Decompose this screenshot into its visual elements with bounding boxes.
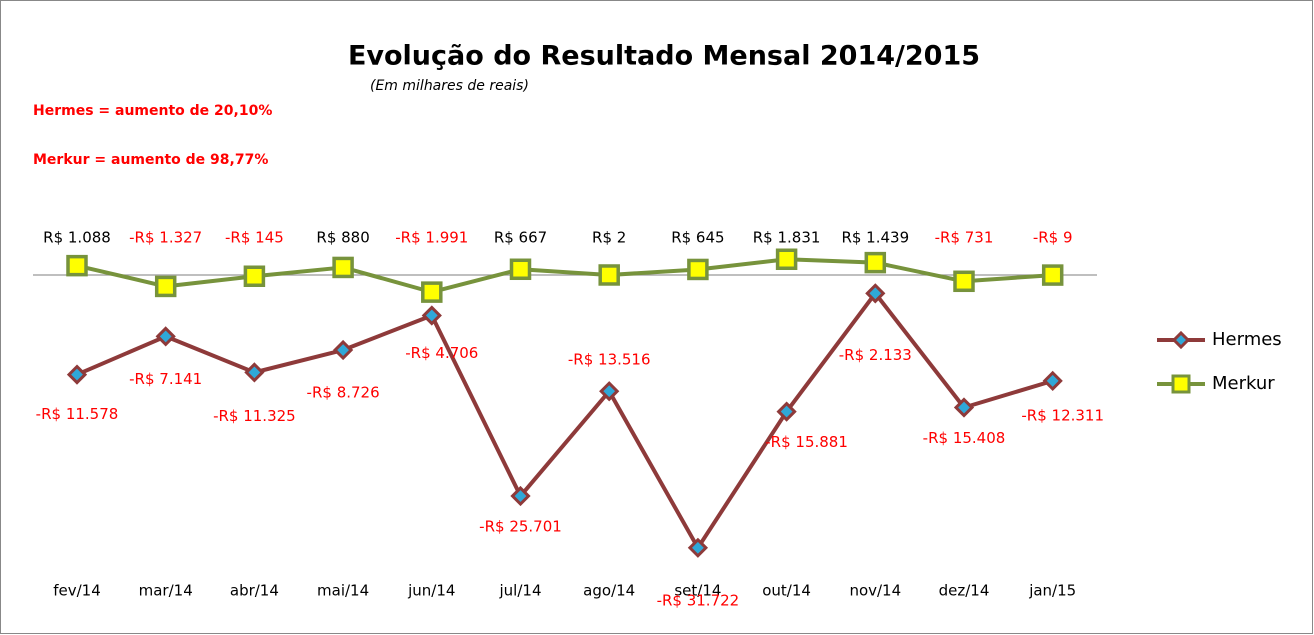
data-label: R$ 1.831 xyxy=(753,229,821,247)
marker xyxy=(864,251,887,274)
marker xyxy=(865,283,886,304)
x-tick-label: fev/14 xyxy=(53,582,101,600)
data-label: -R$ 11.578 xyxy=(36,405,119,423)
data-label: -R$ 8.726 xyxy=(307,384,380,402)
marker xyxy=(953,397,975,418)
data-label: R$ 645 xyxy=(671,229,724,247)
x-tick-label: mai/14 xyxy=(317,582,369,600)
legend-marker xyxy=(1171,374,1191,394)
marker xyxy=(421,281,443,303)
data-label: R$ 880 xyxy=(316,229,369,247)
x-tick-label: jan/15 xyxy=(1028,582,1076,600)
data-label: -R$ 15.881 xyxy=(765,433,848,451)
chart-subtitle: (Em milhares de reais) xyxy=(370,78,529,94)
annotation: Merkur = aumento de 98,77% xyxy=(33,152,268,168)
marker xyxy=(332,256,354,279)
marker xyxy=(332,339,354,361)
x-tick-label: nov/14 xyxy=(849,582,901,600)
x-tick-label: mar/14 xyxy=(139,582,193,600)
marker xyxy=(599,381,620,402)
data-label: R$ 667 xyxy=(494,229,547,247)
x-tick-label: dez/14 xyxy=(939,582,990,600)
data-label: -R$ 13.516 xyxy=(568,351,651,369)
chart-title: Evolução do Resultado Mensal 2014/2015 xyxy=(348,41,980,72)
data-label: -R$ 2.133 xyxy=(839,346,912,364)
marker xyxy=(687,258,709,281)
data-label: -R$ 11.325 xyxy=(213,407,296,425)
legend-label: Hermes xyxy=(1212,329,1282,350)
x-tick-label: jun/14 xyxy=(407,582,455,600)
marker xyxy=(155,326,176,347)
x-tick-label: abr/14 xyxy=(230,582,279,600)
data-label: -R$ 31.722 xyxy=(657,591,740,609)
legend-label: Merkur xyxy=(1212,373,1275,394)
marker xyxy=(154,275,177,298)
data-label: -R$ 15.408 xyxy=(923,429,1006,447)
marker xyxy=(1042,370,1063,391)
marker xyxy=(66,364,88,385)
marker xyxy=(953,270,975,293)
marker xyxy=(687,537,709,558)
marker xyxy=(776,401,797,422)
data-label: -R$ 12.311 xyxy=(1021,406,1104,424)
marker xyxy=(598,264,620,286)
annotation: Hermes = aumento de 20,10% xyxy=(33,103,272,119)
data-label: -R$ 7.141 xyxy=(129,370,202,388)
marker xyxy=(66,254,88,277)
marker xyxy=(775,248,798,271)
marker xyxy=(509,258,532,281)
data-label: -R$ 1.991 xyxy=(395,229,468,247)
data-label: -R$ 1.327 xyxy=(129,229,202,247)
legend-marker xyxy=(1171,330,1191,350)
marker xyxy=(421,305,442,326)
marker xyxy=(510,485,531,507)
data-label: -R$ 25.701 xyxy=(479,518,562,536)
x-tick-label: jul/14 xyxy=(499,582,542,600)
data-label: R$ 1.088 xyxy=(43,229,111,247)
data-label: R$ 1.439 xyxy=(841,229,909,247)
marker xyxy=(244,362,265,383)
data-label: -R$ 9 xyxy=(1033,229,1073,247)
data-label: -R$ 731 xyxy=(935,229,994,247)
data-label: -R$ 4.706 xyxy=(405,344,478,362)
x-tick-label: out/14 xyxy=(762,582,811,600)
series-line xyxy=(76,257,1053,295)
series-line xyxy=(76,291,1054,550)
data-label: -R$ 145 xyxy=(225,229,284,247)
x-tick-label: set/14 xyxy=(674,582,721,600)
marker xyxy=(1041,264,1064,286)
x-tick-label: ago/14 xyxy=(583,582,635,600)
marker xyxy=(243,265,266,287)
data-label: R$ 2 xyxy=(592,229,626,247)
